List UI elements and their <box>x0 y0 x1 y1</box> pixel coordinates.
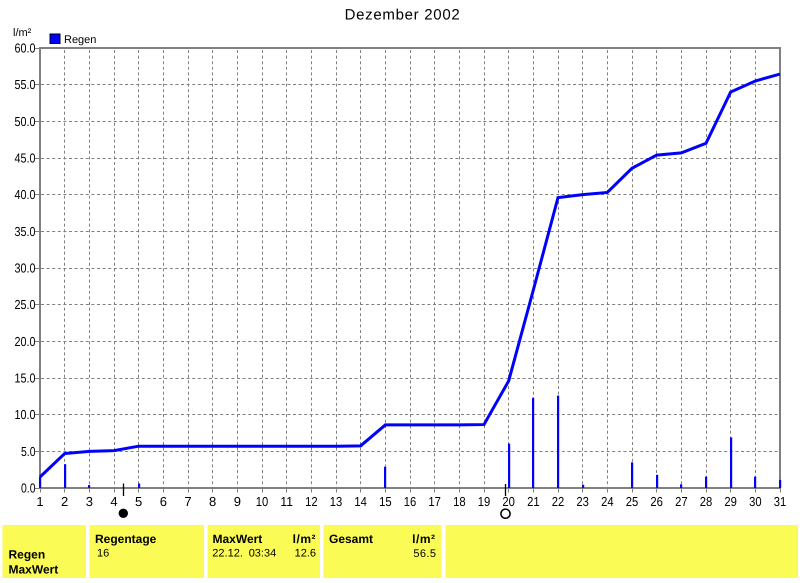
svg-text:17: 17 <box>428 494 441 509</box>
svg-text:18: 18 <box>453 494 466 509</box>
svg-text:55.0: 55.0 <box>15 77 36 92</box>
svg-text:29: 29 <box>724 494 737 509</box>
svg-text:5.0: 5.0 <box>21 444 36 459</box>
svg-text:25: 25 <box>626 494 639 509</box>
svg-text:4: 4 <box>110 494 117 509</box>
svg-text:Gesamt: Gesamt <box>329 532 373 546</box>
svg-text:23: 23 <box>576 494 589 509</box>
svg-text:03:34: 03:34 <box>249 548 277 560</box>
svg-text:2: 2 <box>61 494 68 509</box>
svg-text:1: 1 <box>36 494 43 509</box>
svg-text:27: 27 <box>675 494 688 509</box>
svg-text:56.5: 56.5 <box>413 548 436 560</box>
svg-text:l/m²: l/m² <box>412 532 435 546</box>
svg-text:20: 20 <box>502 494 515 509</box>
svg-text:25.0: 25.0 <box>15 297 36 312</box>
svg-text:30: 30 <box>749 494 762 509</box>
svg-text:Regen: Regen <box>9 548 46 562</box>
svg-text:8: 8 <box>209 494 216 509</box>
svg-text:MaxWert: MaxWert <box>9 563 59 577</box>
svg-text:20.0: 20.0 <box>15 334 36 349</box>
svg-text:14: 14 <box>354 494 367 509</box>
svg-text:10.0: 10.0 <box>15 407 36 422</box>
svg-text:31: 31 <box>774 494 787 509</box>
svg-text:50.0: 50.0 <box>15 114 36 129</box>
svg-text:45.0: 45.0 <box>15 151 36 166</box>
svg-text:Dezember 2002: Dezember 2002 <box>345 7 461 24</box>
svg-text:l/m²: l/m² <box>293 532 316 546</box>
svg-text:9: 9 <box>234 494 241 509</box>
svg-text:10: 10 <box>256 494 269 509</box>
svg-text:19: 19 <box>478 494 491 509</box>
svg-text:16: 16 <box>97 548 109 560</box>
svg-text:22: 22 <box>552 494 565 509</box>
svg-text:3: 3 <box>86 494 93 509</box>
svg-text:6: 6 <box>160 494 167 509</box>
svg-text:22.12.: 22.12. <box>212 548 243 560</box>
svg-text:12: 12 <box>305 494 318 509</box>
svg-text:40.0: 40.0 <box>15 187 36 202</box>
svg-text:l/m²: l/m² <box>13 27 32 39</box>
svg-text:7: 7 <box>184 494 191 509</box>
svg-text:12.6: 12.6 <box>295 548 316 560</box>
svg-text:15.0: 15.0 <box>15 371 36 386</box>
svg-text:24: 24 <box>601 494 614 509</box>
svg-text:60.0: 60.0 <box>15 41 36 56</box>
svg-text:MaxWert: MaxWert <box>213 532 263 546</box>
svg-text:30.0: 30.0 <box>15 261 36 276</box>
svg-text:28: 28 <box>700 494 713 509</box>
svg-text:Regentage: Regentage <box>95 532 157 546</box>
svg-text:11: 11 <box>280 494 293 509</box>
svg-text:0.0: 0.0 <box>21 481 36 496</box>
svg-text:35.0: 35.0 <box>15 224 36 239</box>
svg-text:13: 13 <box>330 494 343 509</box>
svg-text:16: 16 <box>404 494 417 509</box>
svg-text:5: 5 <box>135 494 142 509</box>
svg-text:26: 26 <box>650 494 663 509</box>
svg-text:Regen: Regen <box>64 34 96 46</box>
svg-text:21: 21 <box>527 494 540 509</box>
svg-text:15: 15 <box>379 494 392 509</box>
